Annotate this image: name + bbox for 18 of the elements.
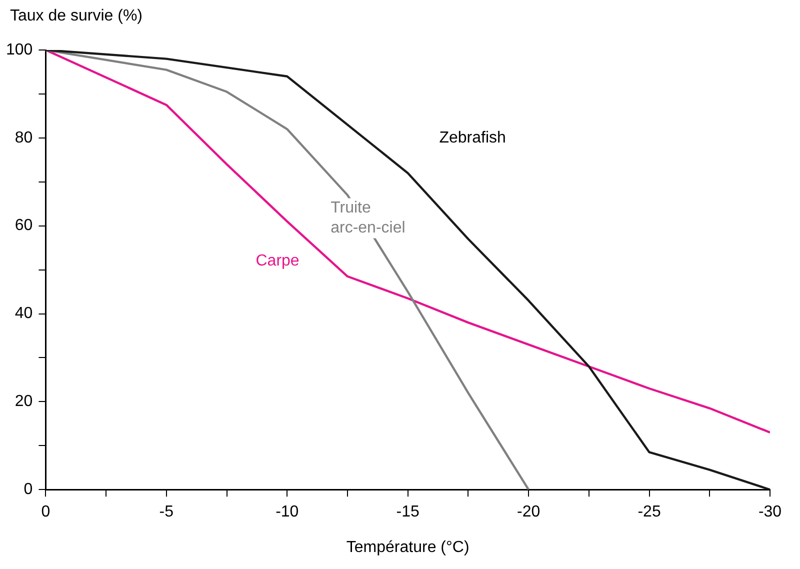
- x-axis-title: Température (°C): [346, 538, 470, 556]
- x-tick-label: -15: [396, 504, 420, 521]
- x-tick-label: 0: [41, 504, 50, 521]
- x-tick-label: -20: [517, 504, 540, 521]
- y-axis-title: Taux de survie (%): [10, 7, 142, 24]
- series-label: Truite arc-en-ciel: [330, 200, 406, 237]
- y-tick-label: 40: [14, 305, 33, 322]
- y-tick-label: 80: [14, 129, 33, 146]
- y-tick-label: 60: [14, 217, 33, 234]
- series-label: Carpe: [256, 252, 300, 270]
- x-tick-label: -30: [758, 504, 782, 521]
- y-tick-label: 100: [6, 41, 33, 58]
- y-tick-label: 0: [24, 481, 33, 498]
- x-tick-label: -25: [638, 504, 661, 521]
- text: Zebrafish: [439, 129, 506, 146]
- y-tick-label: 20: [14, 393, 33, 410]
- x-tick-label: -10: [276, 504, 299, 521]
- x-tick-label: -5: [159, 504, 174, 521]
